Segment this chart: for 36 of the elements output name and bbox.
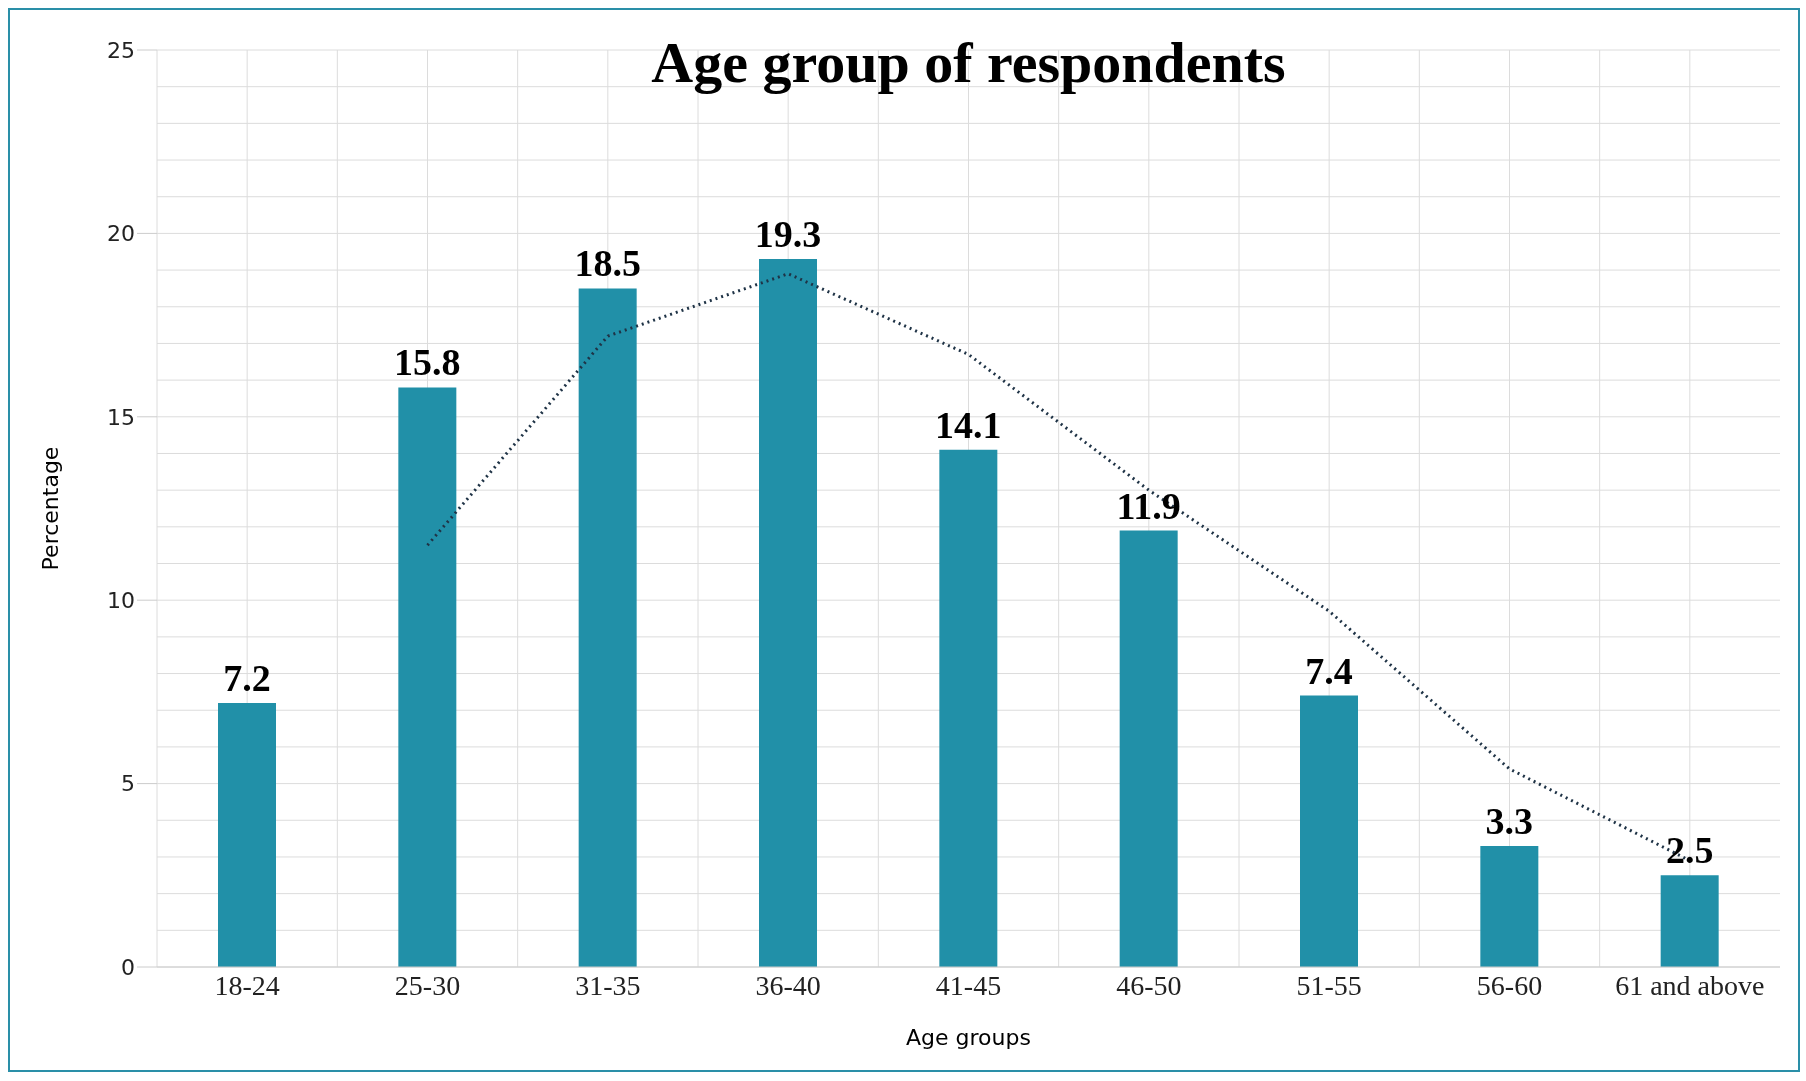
x-tick-label: 18-24 (214, 969, 280, 1001)
bar (218, 702, 276, 967)
x-tick-label: 25-30 (394, 969, 461, 1001)
data-label: 18.5 (574, 242, 641, 285)
y-axis-title: Percentage (37, 446, 63, 571)
x-tick-label: 61 and above (1615, 969, 1765, 1001)
y-tick-label: 0 (121, 954, 135, 980)
bar (1480, 845, 1539, 967)
x-tick-label: 36-40 (755, 969, 821, 1001)
chart-title: Age group of respondents (651, 30, 1286, 95)
x-tick-label: 31-35 (575, 969, 641, 1001)
y-tick-label: 5 (121, 771, 135, 797)
x-tick-label: 46-50 (1116, 969, 1182, 1001)
bar (1660, 875, 1719, 967)
bar (578, 288, 637, 967)
data-label: 7.4 (1305, 649, 1353, 692)
y-tick-label: 20 (107, 221, 135, 247)
x-tick-label: 51-55 (1296, 969, 1362, 1001)
y-tick-label: 10 (107, 588, 135, 614)
bar (1300, 695, 1358, 967)
x-tick-label: 41-45 (935, 969, 1002, 1001)
y-tick-label: 15 (107, 404, 135, 430)
y-tick-label: 25 (107, 37, 135, 63)
data-label: 14.1 (935, 403, 1002, 446)
x-tick-label: 56-60 (1476, 969, 1543, 1001)
data-label: 19.3 (754, 213, 822, 256)
bar (398, 387, 457, 967)
data-label: 15.8 (394, 341, 461, 384)
data-label: 11.9 (1116, 484, 1181, 527)
data-label: 7.2 (223, 656, 271, 699)
bar (759, 259, 817, 967)
x-axis-title: Age groups (906, 1024, 1031, 1050)
bar (1119, 530, 1178, 967)
bar (939, 449, 998, 967)
data-label: 2.5 (1665, 829, 1714, 872)
data-label: 3.3 (1485, 799, 1534, 842)
